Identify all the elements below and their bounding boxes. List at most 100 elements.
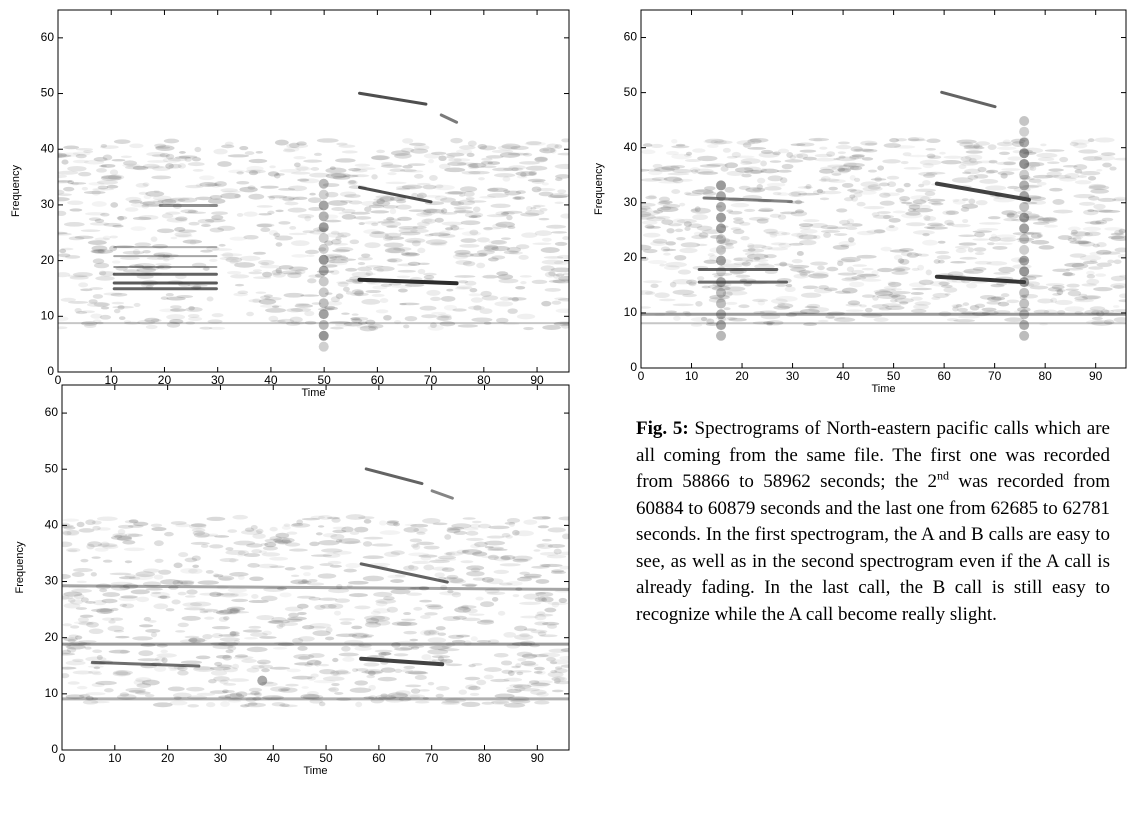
noise [550, 147, 557, 154]
noise [144, 317, 160, 323]
noise [145, 587, 163, 591]
noise [278, 687, 298, 693]
noise [167, 666, 185, 670]
noise [535, 591, 554, 597]
noise [828, 186, 838, 191]
noise [809, 222, 828, 228]
noise [1114, 247, 1126, 253]
noise [532, 516, 551, 520]
noise [332, 175, 351, 180]
noise [923, 173, 936, 178]
noise [69, 208, 83, 212]
x-tick-label: 50 [317, 373, 331, 387]
noise [169, 668, 177, 672]
noise [1037, 157, 1055, 162]
noise [341, 214, 356, 220]
noise [115, 266, 128, 271]
noise [537, 596, 546, 602]
noise [641, 306, 651, 309]
noise [831, 173, 842, 176]
noise [324, 636, 335, 641]
noise [311, 302, 322, 305]
noise [205, 569, 214, 574]
noise [641, 149, 656, 155]
noise [261, 668, 270, 673]
noise [950, 260, 967, 264]
noise [808, 306, 830, 313]
noise [672, 168, 693, 174]
click-blob [1019, 244, 1030, 255]
noise [69, 641, 88, 646]
noise [403, 324, 410, 329]
noise [102, 592, 121, 598]
noise [558, 275, 569, 282]
noise [222, 252, 234, 259]
noise [248, 271, 263, 275]
noise [206, 246, 220, 252]
noise [439, 591, 461, 596]
call-streak [940, 90, 997, 109]
noise [85, 695, 94, 701]
noise [867, 184, 881, 190]
noise [412, 543, 421, 550]
noise [461, 604, 469, 609]
noise [236, 212, 244, 217]
noise [439, 321, 456, 327]
noise [870, 178, 887, 181]
noise [724, 286, 746, 292]
noise [70, 625, 80, 629]
noise [696, 276, 705, 281]
noise [375, 694, 397, 701]
noise [951, 177, 973, 183]
noise [222, 666, 238, 673]
noise [859, 304, 867, 308]
caption-text: Spectrograms of North-eastern pacific ca… [636, 418, 1110, 492]
noise [250, 691, 260, 695]
noise [249, 576, 264, 582]
noise [461, 170, 481, 175]
noise [297, 645, 308, 651]
noise [456, 162, 479, 166]
noise [243, 211, 258, 217]
noise [175, 216, 188, 222]
noise [260, 595, 278, 602]
noise [525, 165, 548, 171]
noise [161, 199, 177, 205]
noise [1052, 174, 1072, 179]
noise [990, 233, 997, 239]
noise [338, 652, 359, 657]
noise [967, 174, 979, 180]
noise [378, 696, 397, 699]
noise [520, 171, 527, 178]
noise [246, 543, 263, 548]
noise [62, 595, 74, 600]
noise [91, 520, 102, 525]
noise [940, 284, 953, 288]
noise [786, 152, 794, 158]
noise [990, 283, 1005, 288]
noise [703, 139, 718, 144]
noise [390, 550, 405, 555]
noise [414, 700, 430, 704]
noise [110, 617, 124, 621]
noise [539, 563, 551, 567]
noise [730, 202, 750, 208]
noise [769, 233, 778, 238]
noise [307, 278, 317, 284]
noise [260, 295, 271, 300]
noise [250, 524, 258, 530]
noise [447, 526, 465, 530]
noise [334, 691, 344, 695]
noise [354, 646, 372, 651]
noise [1031, 240, 1050, 245]
noise [874, 176, 882, 182]
noise [423, 274, 435, 280]
noise [58, 180, 73, 183]
noise [908, 154, 928, 158]
noise [849, 165, 863, 171]
noise [151, 591, 162, 595]
noise [199, 608, 219, 612]
noise [1047, 287, 1063, 292]
noise [222, 654, 233, 661]
noise [319, 669, 336, 675]
